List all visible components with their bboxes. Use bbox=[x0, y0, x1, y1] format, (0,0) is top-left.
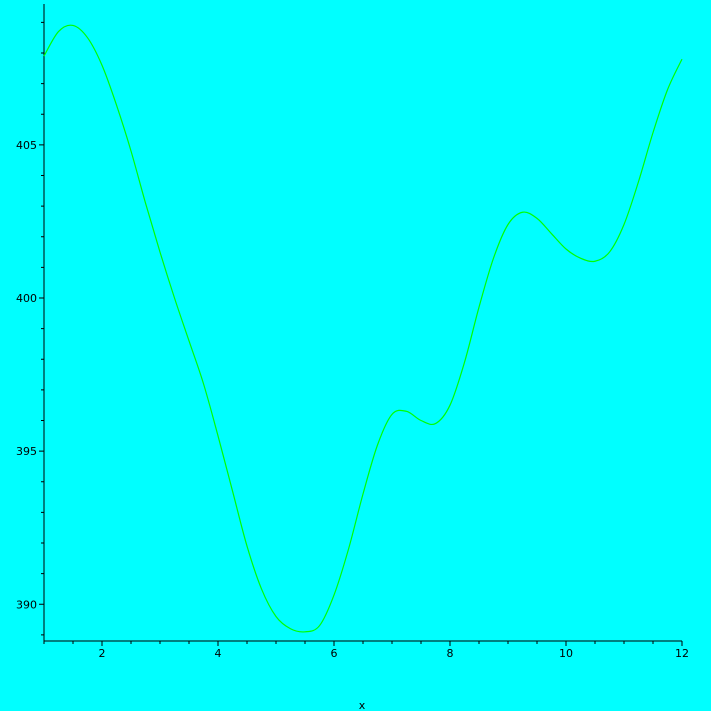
x-tick-label: 8 bbox=[447, 647, 454, 660]
x-tick-label: 6 bbox=[331, 647, 338, 660]
ticks bbox=[39, 21, 683, 646]
data-curve bbox=[43, 24, 683, 633]
x-tick-label: 4 bbox=[215, 647, 222, 660]
x-tick-label: 2 bbox=[99, 647, 106, 660]
y-tick-label: 405 bbox=[16, 139, 37, 152]
y-tick-label: 395 bbox=[16, 445, 37, 458]
x-axis-label: x bbox=[359, 699, 366, 711]
tick-labels: 2 4 6 8 10 12 390 395 400 405 bbox=[16, 139, 689, 660]
y-tick-label: 400 bbox=[16, 292, 37, 305]
y-tick-label: 390 bbox=[16, 598, 37, 611]
x-tick-label: 10 bbox=[559, 647, 573, 660]
x-tick-label: 12 bbox=[675, 647, 689, 660]
